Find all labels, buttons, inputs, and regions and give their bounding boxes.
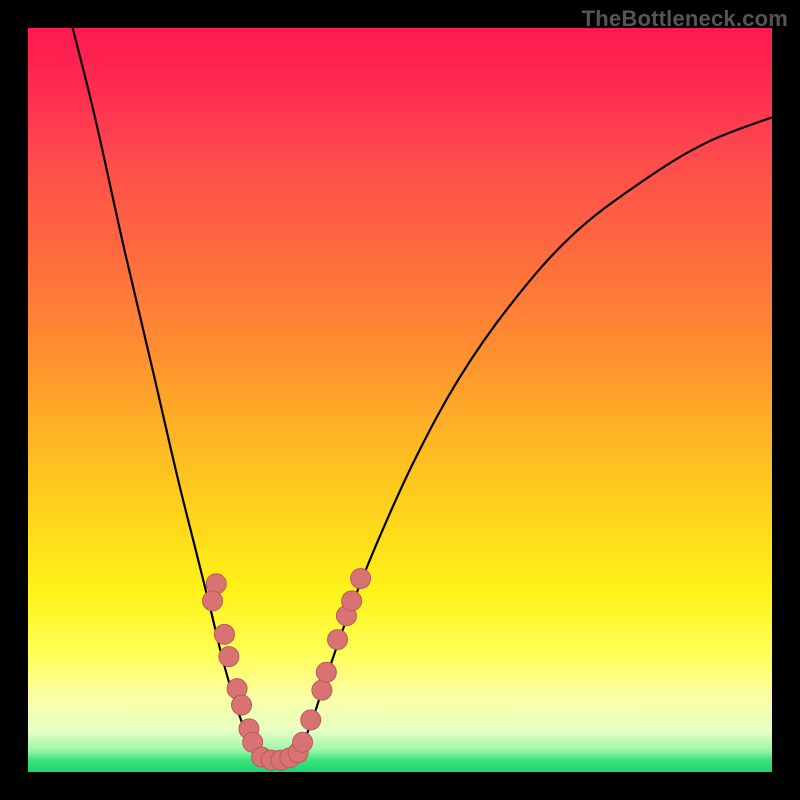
curve-marker — [301, 710, 321, 730]
chart-frame: TheBottleneck.com — [0, 0, 800, 800]
curve-marker — [312, 680, 332, 700]
curve-marker — [206, 574, 226, 594]
curve-marker — [342, 591, 362, 611]
gradient-background — [28, 28, 772, 772]
curve-marker — [219, 647, 239, 667]
curve-marker — [328, 630, 348, 650]
curve-marker — [232, 695, 252, 715]
chart-svg — [0, 0, 800, 800]
watermark-text: TheBottleneck.com — [582, 6, 788, 32]
curve-marker — [203, 591, 223, 611]
curve-marker — [293, 732, 313, 752]
curve-marker — [351, 569, 371, 589]
curve-marker — [214, 624, 234, 644]
curve-marker — [316, 662, 336, 682]
